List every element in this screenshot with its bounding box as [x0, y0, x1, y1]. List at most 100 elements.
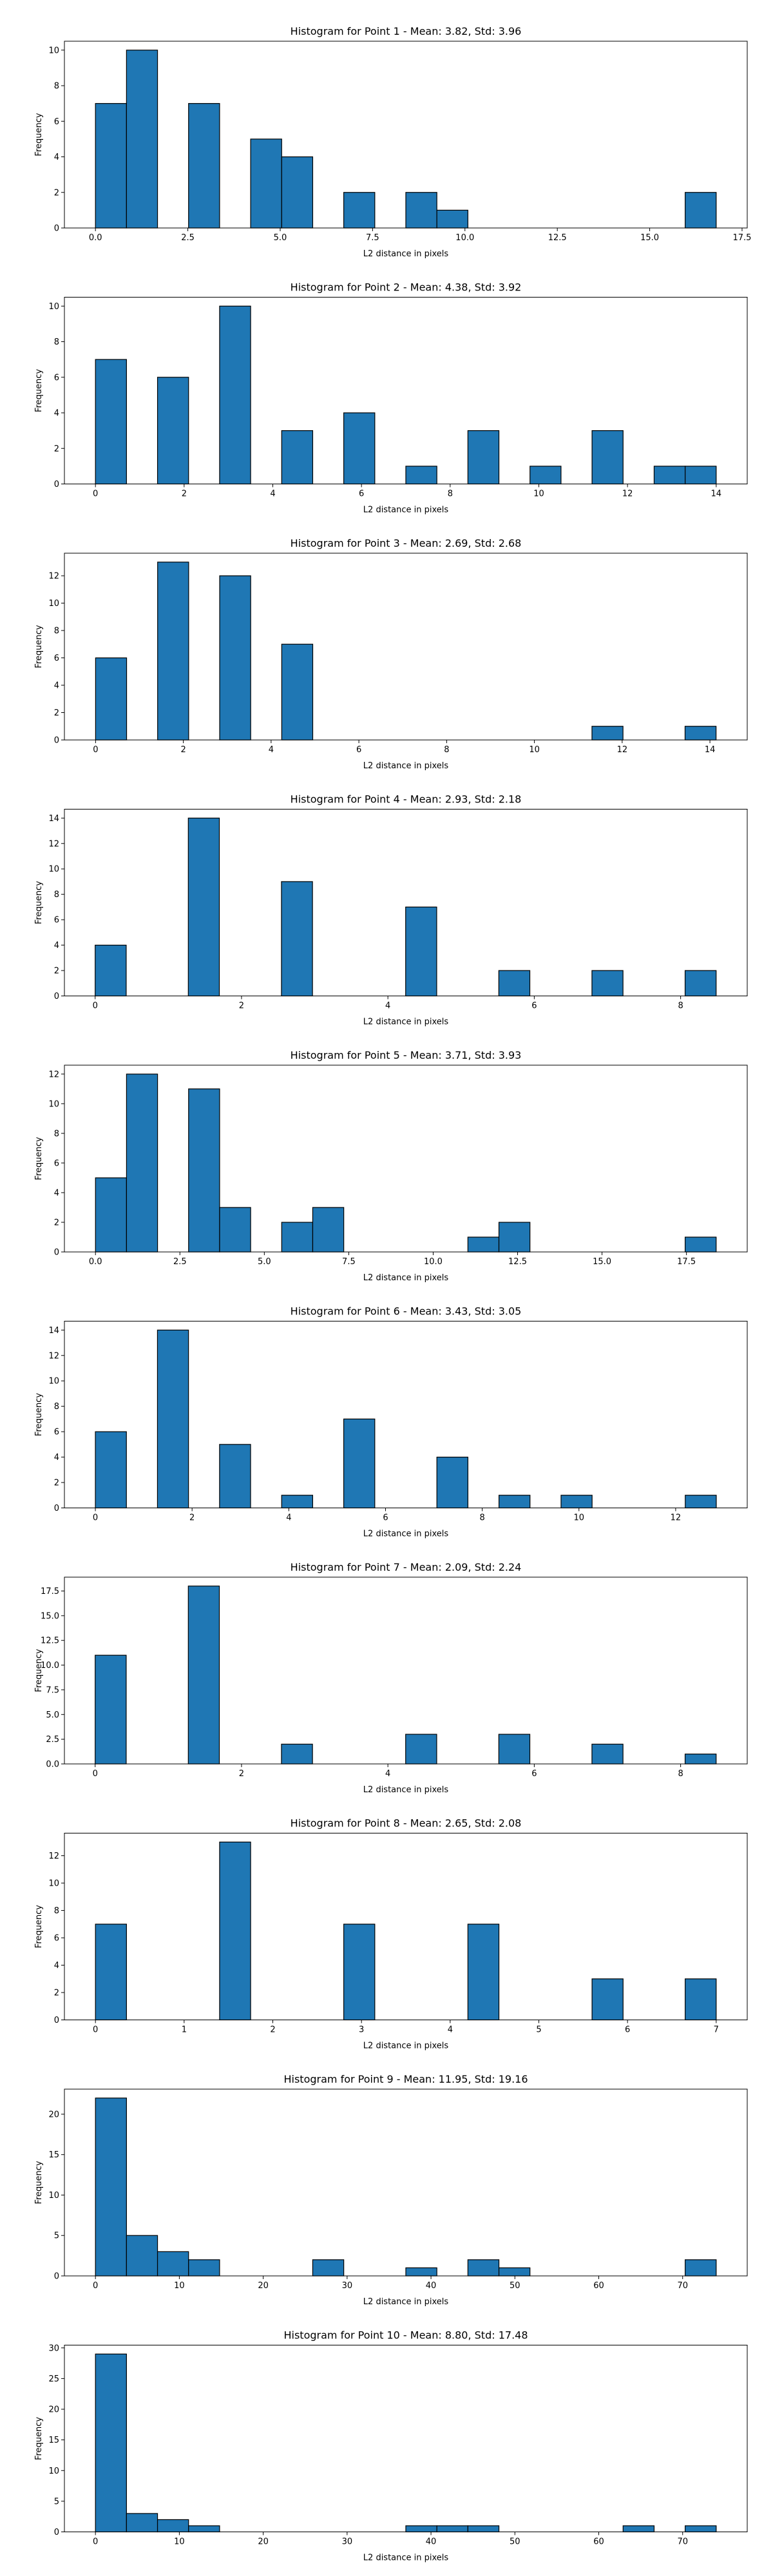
x-tick-label: 7.5 — [342, 1257, 356, 1267]
bars-1 — [95, 50, 717, 229]
histogram-6-bar — [281, 1495, 314, 1509]
histogram-3-bar — [281, 643, 314, 741]
y-tick-label: 6 — [54, 1159, 59, 1168]
histogram-3-bar — [95, 657, 128, 741]
histogram-9-bar — [467, 2259, 500, 2277]
histogram-5: Histogram for Point 5 - Mean: 3.71, Std:… — [34, 1049, 748, 1283]
x-tick-label: 40 — [426, 2537, 437, 2547]
x-tick-label: 2 — [239, 1001, 244, 1011]
x-tick-label: 6 — [625, 2025, 630, 2035]
histogram-5-bar — [188, 1088, 220, 1253]
y-axis-label-7: Frequency — [34, 1649, 44, 1692]
bars-9 — [95, 2098, 717, 2277]
histogram-10: Histogram for Point 10 - Mean: 8.80, Std… — [34, 2329, 748, 2563]
histogram-5-bar — [126, 1074, 158, 1253]
histogram-8-bar — [343, 1924, 376, 2021]
x-tick-label: 20 — [258, 2537, 269, 2547]
histogram-8: Histogram for Point 8 - Mean: 2.65, Std:… — [34, 1817, 748, 2051]
y-tick-label: 10 — [48, 302, 59, 312]
histogram-8-bar — [591, 1978, 624, 2021]
bars-4 — [95, 817, 717, 997]
y-tick-label: 10 — [48, 865, 59, 875]
y-tick-label: 0 — [54, 992, 59, 1001]
y-tick-label: 30 — [48, 2344, 59, 2353]
histogram-1-bar — [436, 209, 468, 229]
chart-title-1: Histogram for Point 1 - Mean: 3.82, Std:… — [291, 25, 522, 37]
y-axis-label-6: Frequency — [34, 1393, 44, 1436]
histogram-1-bar — [405, 192, 437, 229]
x-tick-label: 14 — [705, 745, 716, 755]
histogram-2-bar — [281, 430, 314, 485]
x-tick-label: 0 — [93, 2537, 98, 2547]
histogram-4-bar — [498, 970, 531, 997]
y-tick-label: 2 — [54, 188, 59, 198]
y-tick-label: 6 — [54, 654, 59, 663]
chart-title-6: Histogram for Point 6 - Mean: 3.43, Std:… — [291, 1305, 522, 1318]
chart-title-10: Histogram for Point 10 - Mean: 8.80, Std… — [283, 2329, 528, 2342]
histogram-5-bar — [95, 1177, 128, 1253]
y-axis-label-9: Frequency — [34, 2161, 44, 2204]
y-tick-label: 4 — [54, 681, 59, 691]
histogram-2-bar — [157, 377, 189, 485]
histogram-5-bar — [684, 1236, 717, 1253]
histogram-6: Histogram for Point 6 - Mean: 3.43, Std:… — [34, 1305, 748, 1539]
histogram-6-bar — [95, 1431, 127, 1509]
x-tick-label: 10 — [533, 489, 544, 499]
histogram-9-bar — [188, 2259, 220, 2277]
histogram-2-bar — [219, 305, 251, 485]
histogram-10-bar — [126, 2513, 158, 2533]
histogram-4-bar — [405, 906, 437, 997]
y-axis-label-10: Frequency — [34, 2417, 44, 2460]
x-tick-label: 30 — [342, 2281, 353, 2291]
chart-title-9: Histogram for Point 9 - Mean: 11.95, Std… — [283, 2073, 528, 2085]
histogram-1-bar — [188, 103, 220, 229]
histogram-2: Histogram for Point 2 - Mean: 4.38, Std:… — [34, 281, 748, 515]
histogram-3: Histogram for Point 3 - Mean: 2.69, Std:… — [34, 537, 748, 771]
x-tick-label: 10.0 — [455, 233, 474, 243]
histogram-1-bar — [95, 103, 127, 229]
x-tick-label: 2.5 — [173, 1257, 187, 1267]
y-tick-label: 0 — [54, 480, 59, 489]
x-tick-label: 4 — [385, 1769, 390, 1779]
axes-frame-9 — [64, 2088, 748, 2277]
histogram-9-bar — [312, 2259, 345, 2277]
x-axis-label-6: L2 distance in pixels — [363, 1530, 449, 1539]
histogram-5-bar — [219, 1207, 251, 1253]
y-tick-label: 0.0 — [46, 1760, 59, 1770]
x-tick-label: 17.5 — [677, 1257, 696, 1267]
x-tick-label: 4 — [270, 489, 275, 499]
y-tick-label: 4 — [54, 409, 59, 419]
axes-frame-6 — [64, 1321, 748, 1508]
x-tick-label: 6 — [531, 1769, 537, 1779]
histogram-7-bar — [591, 1743, 624, 1765]
histogram-6-bar — [343, 1418, 376, 1509]
y-tick-label: 2 — [54, 444, 59, 454]
x-axis-label-10: L2 distance in pixels — [363, 2553, 449, 2563]
y-tick-label: 0 — [54, 2528, 59, 2537]
y-tick-label: 12 — [48, 1351, 59, 1361]
y-axis-label-1: Frequency — [34, 113, 44, 156]
x-tick-label: 0 — [93, 489, 98, 499]
x-tick-label: 60 — [593, 2537, 604, 2547]
histogram-2-bar — [343, 412, 376, 485]
x-tick-label: 2 — [182, 489, 187, 499]
histogram-9: Histogram for Point 9 - Mean: 11.95, Std… — [34, 2073, 748, 2307]
x-tick-label: 15.0 — [640, 233, 659, 243]
x-tick-label: 12 — [622, 489, 633, 499]
x-tick-label: 15.0 — [593, 1257, 611, 1267]
x-tick-label: 0 — [93, 745, 98, 755]
y-tick-label: 4 — [54, 1961, 59, 1971]
histogram-6-bar — [219, 1444, 251, 1509]
y-tick-label: 10.0 — [41, 1661, 59, 1671]
histogram-10-bar — [467, 2525, 500, 2533]
x-tick-label: 2 — [180, 745, 186, 755]
x-tick-label: 10.0 — [424, 1257, 443, 1267]
axes-frame-8 — [64, 1833, 748, 2020]
y-tick-label: 0 — [54, 736, 59, 746]
y-tick-label: 6 — [54, 117, 59, 127]
x-tick-label: 8 — [444, 745, 449, 755]
x-tick-label: 40 — [426, 2281, 437, 2291]
histogram-3-bar — [157, 562, 189, 741]
y-tick-label: 12 — [48, 1070, 59, 1079]
histogram-9-bar — [685, 2259, 717, 2277]
